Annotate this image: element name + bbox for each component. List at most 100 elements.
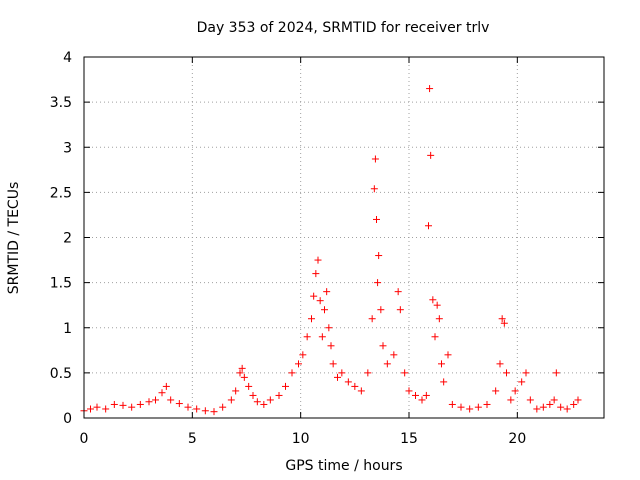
data-point (119, 401, 127, 409)
data-point (418, 396, 426, 404)
data-point (550, 396, 558, 404)
data-point (110, 400, 118, 408)
data-point (412, 391, 419, 399)
data-point (316, 297, 324, 305)
data-point (557, 403, 565, 411)
data-point (282, 382, 289, 390)
data-point (574, 396, 582, 404)
data-point (431, 333, 439, 341)
data-point (184, 403, 192, 411)
data-point (539, 403, 547, 411)
data-point (498, 315, 506, 323)
data-point (253, 398, 261, 406)
data-point (334, 373, 341, 381)
data-point (329, 360, 337, 368)
data-point (375, 252, 383, 260)
data-point (422, 391, 430, 399)
data-point (466, 405, 474, 413)
y-tick-label: 1 (63, 321, 72, 337)
data-points (80, 85, 582, 416)
data-point (344, 378, 352, 386)
data-point (533, 405, 541, 413)
data-point (312, 270, 320, 278)
data-point (321, 306, 328, 314)
data-point (526, 396, 534, 404)
y-tick-label: 4 (63, 50, 72, 66)
data-point (201, 407, 209, 415)
data-point (193, 405, 201, 413)
data-point (405, 387, 413, 395)
data-point (522, 369, 530, 377)
data-point (474, 403, 482, 411)
data-point (236, 369, 244, 377)
data-point (377, 306, 385, 314)
data-point (357, 387, 365, 395)
y-tick-label: 0.5 (50, 366, 72, 382)
data-point (492, 387, 500, 395)
data-point (429, 296, 437, 304)
y-tick-label: 2 (63, 231, 72, 247)
data-point (390, 351, 398, 359)
data-point (210, 408, 218, 416)
data-point (245, 382, 253, 390)
data-point (496, 360, 504, 368)
data-point (563, 405, 571, 413)
data-point (500, 319, 508, 327)
data-point (435, 315, 443, 323)
data-point (383, 360, 391, 368)
data-point (102, 405, 110, 413)
data-point (128, 403, 136, 411)
data-point (249, 391, 257, 399)
data-point (318, 333, 326, 341)
data-point (162, 382, 170, 390)
data-point (511, 387, 519, 395)
data-point (394, 288, 402, 296)
x-axis-label: GPS time / hours (285, 458, 402, 474)
data-point (425, 222, 432, 230)
data-point (546, 400, 554, 408)
y-tick-label: 2.5 (50, 185, 72, 201)
y-tick-label: 1.5 (50, 276, 72, 292)
data-point (396, 306, 404, 314)
data-point (266, 396, 274, 404)
x-tick-label: 20 (508, 431, 526, 447)
data-point (327, 342, 335, 350)
data-point (167, 396, 175, 404)
x-tick-label: 15 (400, 431, 418, 447)
data-point (152, 396, 159, 404)
data-point (136, 400, 144, 408)
data-point (238, 364, 246, 372)
data-point (426, 85, 434, 93)
data-point (227, 396, 235, 404)
data-point (448, 400, 456, 408)
data-point (370, 185, 378, 193)
data-point (427, 151, 435, 159)
data-point (232, 387, 240, 395)
data-point (308, 315, 315, 323)
data-point (364, 369, 372, 377)
data-point (310, 292, 318, 300)
data-point (175, 400, 183, 408)
data-point (338, 369, 346, 377)
data-point (288, 369, 296, 377)
x-axis-ticks: 0 5 10 15 20 (80, 57, 526, 447)
data-point (87, 405, 94, 413)
data-point (433, 301, 441, 309)
data-point (371, 155, 379, 163)
gridlines (83, 56, 604, 419)
data-point (373, 215, 380, 223)
data-point (275, 391, 283, 399)
data-point (299, 351, 307, 359)
data-point (219, 403, 227, 411)
data-point (158, 389, 166, 397)
y-axis-ticks: 0 0.5 1 1.5 2 2.5 3 3.5 4 (50, 50, 604, 427)
data-point (483, 400, 491, 408)
data-point (145, 398, 153, 406)
y-axis-label: SRMTID / TECUs (6, 182, 22, 295)
data-point (507, 396, 515, 404)
data-point (440, 378, 448, 386)
data-point (438, 360, 445, 368)
x-tick-label: 5 (188, 431, 197, 447)
data-point (351, 382, 359, 390)
